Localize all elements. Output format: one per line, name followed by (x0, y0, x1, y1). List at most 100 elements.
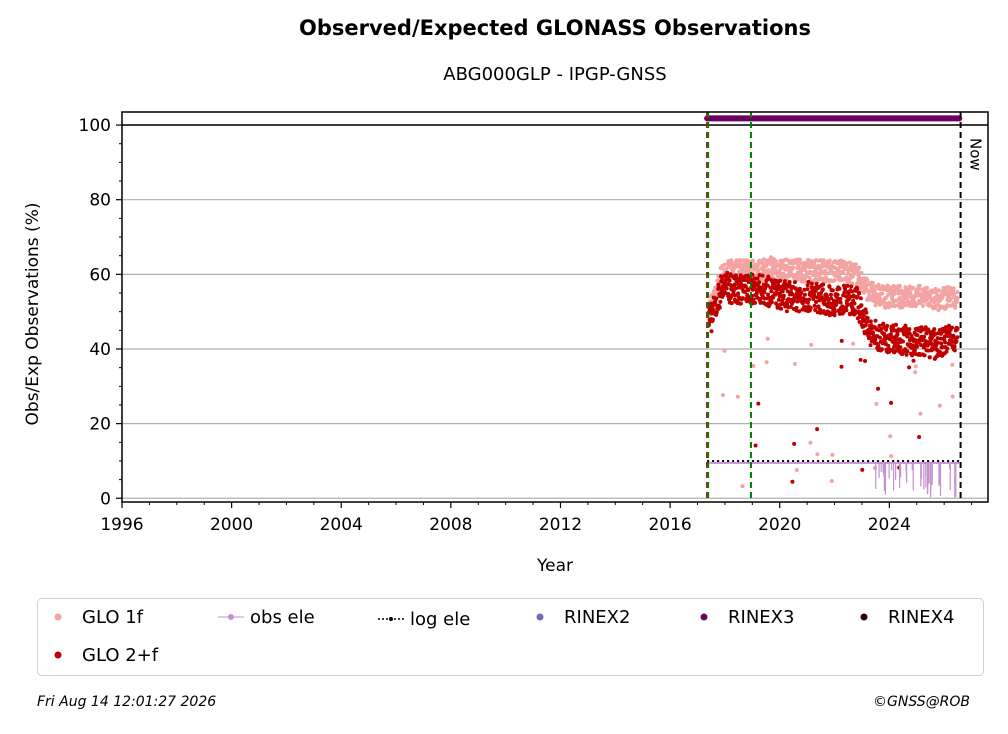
data-point (762, 290, 767, 295)
data-point (726, 275, 731, 280)
data-point (710, 317, 715, 322)
data-point (755, 276, 760, 281)
data-point (880, 291, 885, 296)
data-point (814, 281, 819, 286)
data-point (752, 276, 757, 281)
data-point (812, 303, 817, 308)
data-point (868, 319, 873, 324)
data-point (764, 360, 769, 365)
data-point (940, 344, 945, 349)
data-point (955, 296, 960, 301)
data-point (757, 273, 762, 278)
data-point (799, 269, 804, 274)
data-point (871, 294, 876, 299)
data-point (825, 271, 830, 276)
data-point (845, 302, 850, 307)
data-point (843, 286, 848, 291)
data-point (865, 319, 870, 324)
data-point (863, 323, 868, 328)
data-point (874, 401, 879, 406)
data-point (873, 318, 878, 323)
data-point (808, 305, 813, 310)
data-point (743, 284, 748, 289)
data-point (839, 338, 844, 343)
data-point (807, 297, 812, 302)
data-point (720, 392, 725, 397)
data-point (727, 278, 732, 283)
data-point (850, 281, 855, 286)
data-point (937, 403, 942, 408)
data-point (944, 349, 949, 354)
data-point (885, 323, 890, 328)
legend-line-icon (218, 609, 244, 625)
data-point (813, 288, 818, 293)
data-point (950, 394, 955, 399)
legend-label: RINEX2 (564, 606, 631, 628)
data-point (773, 267, 778, 272)
data-point (709, 329, 714, 334)
data-point (902, 293, 907, 298)
data-point (806, 258, 811, 263)
series-glo-2f (706, 270, 960, 484)
data-point (819, 295, 824, 300)
data-point (860, 467, 865, 472)
data-point (911, 358, 916, 363)
data-point (853, 308, 858, 313)
data-point (898, 345, 903, 350)
data-point (883, 295, 888, 300)
data-point (887, 300, 892, 305)
data-point (802, 292, 807, 297)
data-point (905, 349, 910, 354)
data-point (922, 345, 927, 350)
data-point (832, 313, 837, 318)
x-tick-label: 2004 (320, 515, 363, 535)
data-point (922, 334, 927, 339)
data-point (851, 341, 856, 346)
data-point (835, 292, 840, 297)
data-point (876, 282, 881, 287)
data-point (737, 262, 742, 267)
data-point (950, 362, 955, 367)
data-point (937, 327, 942, 332)
data-point (792, 361, 797, 366)
data-point (914, 302, 919, 307)
data-point (935, 336, 940, 341)
legend-label: log ele (410, 608, 471, 630)
data-point (926, 348, 931, 353)
data-point (815, 427, 820, 432)
data-point (827, 284, 832, 289)
data-point (750, 287, 755, 292)
data-point (943, 340, 948, 345)
data-point (740, 296, 745, 301)
data-point (888, 434, 893, 439)
data-point (910, 352, 915, 357)
legend-label: RINEX4 (888, 606, 955, 628)
data-point (732, 282, 737, 287)
data-point (733, 293, 738, 298)
data-point (927, 355, 932, 360)
data-point (788, 304, 793, 309)
data-point (792, 280, 797, 285)
legend-item-rinex4: RINEX4 (856, 605, 954, 629)
data-point (894, 298, 899, 303)
data-point (828, 292, 833, 297)
data-point (850, 289, 855, 294)
data-point (725, 270, 730, 275)
data-point (808, 440, 813, 445)
data-point (820, 287, 825, 292)
legend-dot-icon (696, 609, 722, 625)
data-point (915, 344, 920, 349)
data-point (897, 284, 902, 289)
data-point (750, 258, 755, 263)
y-tick-label: 40 (89, 340, 111, 360)
data-point (751, 363, 756, 368)
data-point (812, 261, 817, 266)
data-point (746, 288, 751, 293)
data-point (859, 270, 864, 275)
data-point (782, 279, 787, 284)
data-point (844, 308, 849, 313)
data-point (952, 344, 957, 349)
data-point (799, 290, 804, 295)
data-point (743, 289, 748, 294)
